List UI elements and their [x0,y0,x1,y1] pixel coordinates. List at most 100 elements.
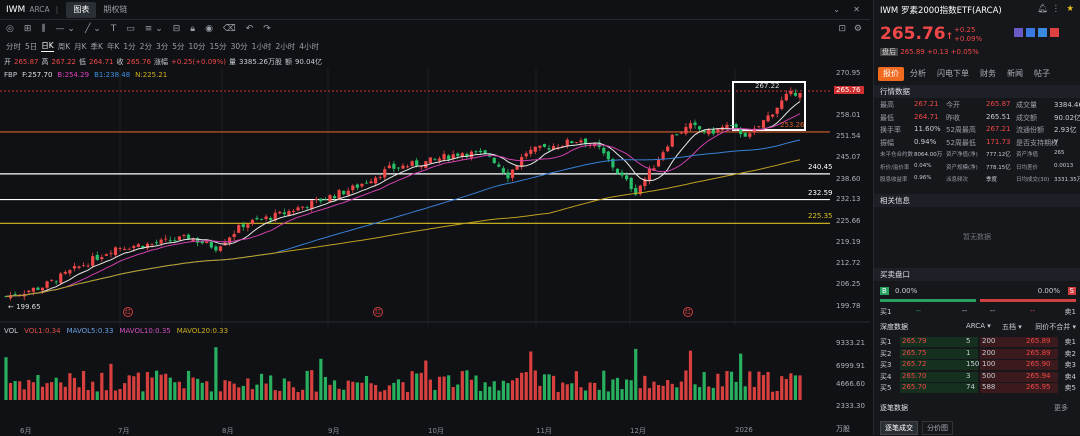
stat-value: 777.12亿 [986,152,1011,158]
fib-tool-icon[interactable]: ≡ ⌄ [144,23,163,34]
right-tab-3[interactable]: 财务 [980,69,996,78]
volume-bar [529,351,533,400]
depth-merge[interactable]: 同价不合并 ▾ [1035,323,1076,331]
ma-legend: FBP F:257.70 B:254.29 B1:238.48 N:225.21 [0,69,167,81]
volume-unit: 万股 [836,425,850,433]
text-tool-icon[interactable]: T [110,23,117,34]
event-marker-icon[interactable]: 红 [373,307,383,317]
depth-levels[interactable]: 五档 ▾ [1002,323,1022,331]
depth-row: 买3 265.72 150 100 265.90 卖3 [880,360,1076,370]
period-9[interactable]: 3分 [155,41,169,51]
eye-icon[interactable]: ◉ [205,23,213,34]
period-2[interactable]: 日K [41,41,54,52]
price-tick: 258.01 [836,111,861,119]
ask-price[interactable]: 265.90 [1026,360,1051,368]
candle-type-icon[interactable]: ⫼ [41,23,46,34]
period-11[interactable]: 10分 [188,41,206,51]
bid-price[interactable]: 265.70 [902,371,927,380]
ask-price[interactable]: 265.89 [1026,337,1051,345]
candle-body [442,154,446,160]
tab-tick-trades[interactable]: 逐笔成交 [880,421,918,435]
period-3[interactable]: 周K [57,41,71,51]
event-marker-icon[interactable]: 红 [683,307,693,317]
tab-options-chain[interactable]: 期权链 [103,4,128,14]
amount-value: 90.04亿 [294,58,323,66]
ask-price[interactable]: 265.95 [1026,383,1051,391]
more-icon[interactable]: ⋮ [1051,4,1061,14]
brush-icon[interactable]: ╱ ⌄ [84,23,101,34]
period-5[interactable]: 季K [90,41,103,51]
bid1-label: 买1 [880,308,892,316]
bid-price[interactable]: 265.75 [902,348,927,357]
candle-body [173,240,177,242]
period-1[interactable]: 5日 [25,41,38,51]
right-tab-0[interactable]: 报价 [878,67,904,81]
volume-bar [392,382,396,400]
bid-price[interactable]: 265.72 [902,360,927,368]
trash-icon[interactable]: ⌫ [222,23,236,34]
period-8[interactable]: 2分 [139,41,152,51]
volume-bar [410,371,414,400]
period-7[interactable]: 1分 [123,41,136,51]
candle-body [291,211,296,213]
ask-price[interactable]: 265.89 [1026,348,1051,357]
bid-price[interactable]: 265.79 [902,337,927,345]
measure-icon[interactable]: ⊟ [172,23,181,34]
short-badge-icon[interactable] [1038,28,1047,37]
period-0[interactable]: 分时 [6,41,21,51]
close-icon[interactable]: ✕ [853,5,860,14]
order-book-bar: B 0.00% 0.00% S [880,287,1076,297]
volume-bar [127,375,131,400]
candle-body [269,217,273,221]
candlestick-chart[interactable] [0,68,870,435]
settings-icon[interactable]: ⚙ [853,23,862,34]
candle-body [77,266,81,268]
collapse-icon[interactable]: ⌄ [833,5,840,14]
right-tab-1[interactable]: 分析 [910,69,926,78]
right-tab-5[interactable]: 帖子 [1034,69,1050,78]
tab-price-distribution[interactable]: 分价图 [922,421,953,435]
undo-icon[interactable]: ↶ [245,23,254,34]
lock-icon[interactable]: 🔒︎ [190,23,196,34]
volume-bar [442,376,446,400]
bid-price[interactable]: 265.70 [902,383,927,391]
period-12[interactable]: 15分 [209,41,227,51]
period-4[interactable]: 月K [74,41,87,51]
redo-icon[interactable]: ↷ [263,23,271,34]
camera-icon[interactable]: ⊡ [838,23,846,34]
period-16[interactable]: 4小时 [299,41,319,51]
flag-badge-icon[interactable] [1050,28,1059,37]
order-book-title: 买卖盘口 [874,268,1080,281]
volume-bar [360,382,364,400]
shape-tool-icon[interactable]: ▭ [126,23,135,34]
candle-body [378,177,382,178]
depth-exchange[interactable]: ARCA ▾ [966,322,991,330]
volume-bar [469,379,474,400]
candle-body [798,93,802,98]
right-tab-4[interactable]: 新闻 [1007,69,1023,78]
high-marker-label: 267.22 [755,82,780,90]
trades-more-link[interactable]: 更多 [1054,404,1068,412]
options-badge-icon[interactable] [1014,28,1023,37]
tab-chart[interactable]: 图表 [66,1,97,18]
right-tab-2[interactable]: 闪电下单 [937,69,969,78]
period-14[interactable]: 1小时 [251,41,272,51]
period-10[interactable]: 5分 [172,41,185,51]
compare-icon[interactable]: ⊞ [23,23,32,34]
bell-icon[interactable]: 🔔︎ [1037,4,1048,14]
ask-qty: 200 [982,348,996,357]
star-icon[interactable]: ★ [1066,4,1074,14]
volume-bar [255,384,259,400]
indicator-icon[interactable]: ◎ [6,23,14,34]
low-label: 低 [79,58,86,66]
period-13[interactable]: 30分 [230,41,248,51]
fund-badge-icon[interactable] [1026,28,1035,37]
line-tool-icon[interactable]: — ⌄ [55,23,75,34]
symbol-label[interactable]: IWM [6,4,26,15]
period-15[interactable]: 2小时 [275,41,296,51]
event-marker-icon[interactable]: 红 [123,307,133,317]
candle-body [670,134,674,147]
trades-tabs: 逐笔成交 分价图 [880,421,953,435]
ask-price[interactable]: 265.94 [1026,371,1051,380]
period-6[interactable]: 年K [106,41,120,51]
